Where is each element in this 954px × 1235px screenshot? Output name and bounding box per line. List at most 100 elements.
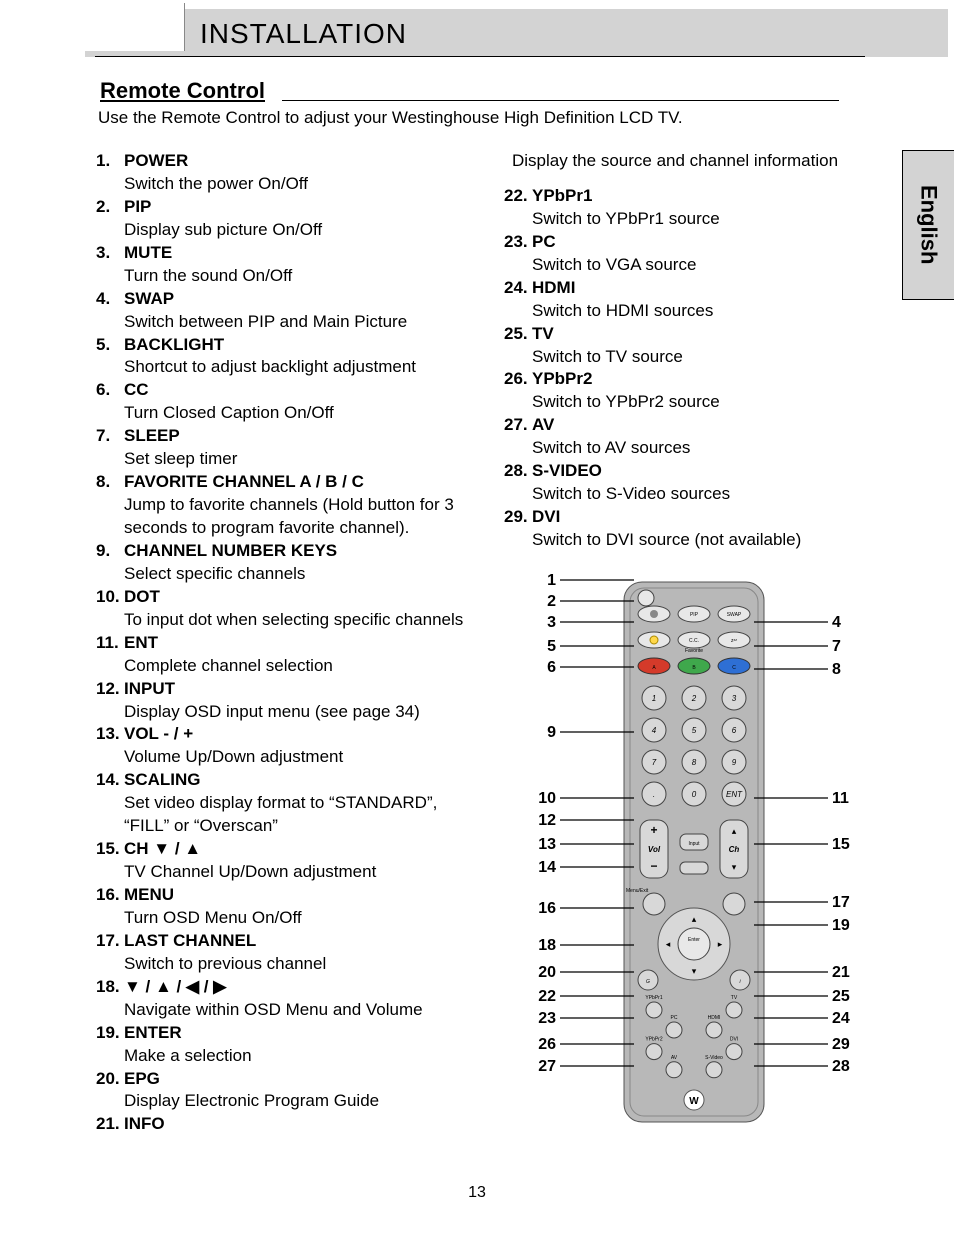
item-number: 20. xyxy=(96,1068,124,1091)
item-number: 4. xyxy=(96,288,124,311)
item-term: 27.AV xyxy=(504,414,886,437)
item-number: 13. xyxy=(96,723,124,746)
item-title: INFO xyxy=(124,1113,165,1136)
source-button xyxy=(646,1044,662,1060)
callout-label: 7 xyxy=(832,638,841,655)
item-desc: Switch to TV source xyxy=(532,346,886,369)
svg-text:Vol: Vol xyxy=(648,845,661,854)
svg-text:◂: ◂ xyxy=(666,939,671,949)
svg-text:3: 3 xyxy=(732,694,737,703)
item-desc: Switch to HDMI sources xyxy=(532,300,886,323)
menu-button xyxy=(643,893,665,915)
item-desc: Set video display format to “STANDARD”, … xyxy=(124,792,486,838)
item-term: 19.ENTER xyxy=(96,1022,486,1045)
callout-label: 16 xyxy=(538,900,556,917)
svg-text:Menu/Exit: Menu/Exit xyxy=(626,888,649,894)
callout-label: 4 xyxy=(832,614,841,631)
svg-text:▾: ▾ xyxy=(732,862,737,872)
callout-label: 18 xyxy=(538,937,556,954)
source-button xyxy=(666,1062,682,1078)
subtitle-line xyxy=(282,100,839,101)
remote-svg: PIPSWAPC.C.zᶻᶻFavoriteABC123456789.0ENT+… xyxy=(504,552,884,1152)
item-title: PC xyxy=(532,231,556,254)
item-desc: Set sleep timer xyxy=(124,448,486,471)
item-number: 23. xyxy=(504,231,532,254)
callout-label: 22 xyxy=(538,988,556,1005)
callout-label: 23 xyxy=(538,1010,556,1027)
columns: 1.POWERSwitch the power On/Off2.PIPDispl… xyxy=(96,150,886,1159)
item-title: POWER xyxy=(124,150,188,173)
section-intro: Use the Remote Control to adjust your We… xyxy=(98,108,683,128)
callout-label: 6 xyxy=(547,659,556,676)
callout-label: 2 xyxy=(547,593,556,610)
callout-label: 24 xyxy=(832,1010,850,1027)
continuation-text: Display the source and channel informati… xyxy=(512,150,886,173)
item-title: CH ▼ / ▲ xyxy=(124,838,201,861)
item-term: 10.DOT xyxy=(96,586,486,609)
item-number: 3. xyxy=(96,242,124,265)
callout-label: 14 xyxy=(538,859,556,876)
item-desc: Switch between PIP and Main Picture xyxy=(124,311,486,334)
callout-label: 27 xyxy=(538,1058,556,1075)
callout-label: 17 xyxy=(832,894,850,911)
item-title: AV xyxy=(532,414,554,437)
item-desc: Navigate within OSD Menu and Volume xyxy=(124,999,486,1022)
item-term: 13.VOL - / + xyxy=(96,723,486,746)
header-underline xyxy=(95,56,865,57)
svg-text:zᶻᶻ: zᶻᶻ xyxy=(731,638,737,644)
item-number: 2. xyxy=(96,196,124,219)
page-number: 13 xyxy=(0,1184,954,1202)
callout-label: 11 xyxy=(832,790,849,807)
item-title: PIP xyxy=(124,196,151,219)
source-button xyxy=(646,1002,662,1018)
item-desc: TV Channel Up/Down adjustment xyxy=(124,861,486,884)
item-term: 16.MENU xyxy=(96,884,486,907)
svg-text:Favorite: Favorite xyxy=(685,648,703,654)
item-number: 24. xyxy=(504,277,532,300)
item-term: 2.PIP xyxy=(96,196,486,219)
right-list: 22.YPbPr1Switch to YPbPr1 source23.PCSwi… xyxy=(504,185,886,552)
item-desc: Switch to S-Video sources xyxy=(532,483,886,506)
power-button xyxy=(638,590,654,606)
item-term: 15.CH ▼ / ▲ xyxy=(96,838,486,861)
item-term: 12.INPUT xyxy=(96,678,486,701)
item-title: TV xyxy=(532,323,554,346)
callout-label: 10 xyxy=(538,790,556,807)
svg-text:.: . xyxy=(653,790,655,799)
svg-text:▸: ▸ xyxy=(718,939,723,949)
remote-diagram: PIPSWAPC.C.zᶻᶻFavoriteABC123456789.0ENT+… xyxy=(504,552,886,1159)
item-desc: Switch to VGA source xyxy=(532,254,886,277)
svg-text:YPbPr1: YPbPr1 xyxy=(645,995,662,1001)
item-desc: Turn OSD Menu On/Off xyxy=(124,907,486,930)
svg-text:ENT: ENT xyxy=(726,790,743,799)
item-term: 20.EPG xyxy=(96,1068,486,1091)
callout-label: 26 xyxy=(538,1036,556,1053)
item-title: ▼ / ▲ / ◀ / ▶ xyxy=(124,976,226,999)
item-title: YPbPr1 xyxy=(532,185,592,208)
item-number: 27. xyxy=(504,414,532,437)
item-number: 18. xyxy=(96,976,124,999)
item-title: DVI xyxy=(532,506,560,529)
item-number: 28. xyxy=(504,460,532,483)
item-term: 7.SLEEP xyxy=(96,425,486,448)
item-term: 11.ENT xyxy=(96,632,486,655)
item-number: 19. xyxy=(96,1022,124,1045)
item-desc: Display sub picture On/Off xyxy=(124,219,486,242)
svg-text:AV: AV xyxy=(671,1055,678,1061)
item-term: 4.SWAP xyxy=(96,288,486,311)
callout-label: 25 xyxy=(832,988,850,1005)
source-button xyxy=(726,1044,742,1060)
item-term: 18.▼ / ▲ / ◀ / ▶ xyxy=(96,976,486,999)
item-desc: Turn Closed Caption On/Off xyxy=(124,402,486,425)
item-desc: Complete channel selection xyxy=(124,655,486,678)
item-term: 5.BACKLIGHT xyxy=(96,334,486,357)
item-title: YPbPr2 xyxy=(532,368,592,391)
item-desc: Switch the power On/Off xyxy=(124,173,486,196)
item-title: CHANNEL NUMBER KEYS xyxy=(124,540,337,563)
item-title: LAST CHANNEL xyxy=(124,930,256,953)
item-term: 8.FAVORITE CHANNEL A / B / C xyxy=(96,471,486,494)
callout-label: 15 xyxy=(832,836,850,853)
svg-text:0: 0 xyxy=(692,790,697,799)
callout-label: 20 xyxy=(538,964,556,981)
item-title: HDMI xyxy=(532,277,575,300)
